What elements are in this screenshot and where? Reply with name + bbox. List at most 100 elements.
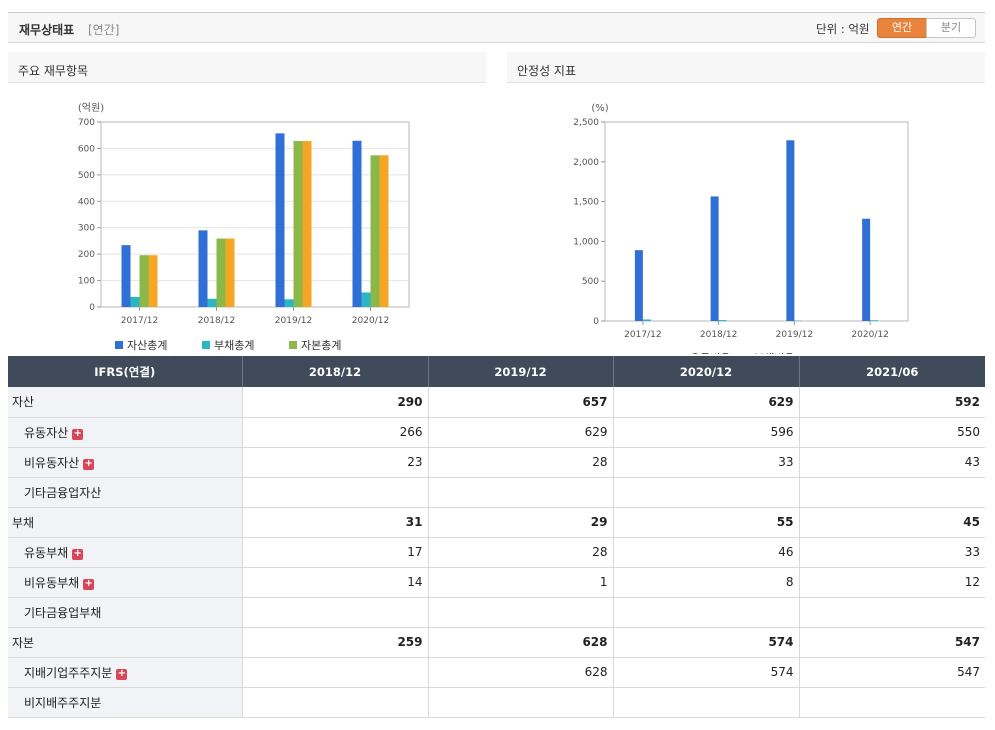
y-tick-label: 0 <box>593 317 599 327</box>
value-cell: 550 <box>798 417 985 448</box>
bar-부채총계-2018/12 <box>207 298 217 307</box>
bar-유동비율-2017/12 <box>634 250 643 321</box>
annual-button[interactable]: 연간 <box>877 18 927 38</box>
bar-지배주주지분-2020/12 <box>379 155 389 307</box>
y-tick-label: 200 <box>78 250 95 260</box>
bar-부채총계-2019/12 <box>284 299 294 307</box>
unit-label: 단위 : 억원 <box>816 22 870 36</box>
y-tick-label: 0 <box>89 303 95 313</box>
bar-유동비율-2019/12 <box>786 140 795 321</box>
value-cell <box>798 477 985 508</box>
table-row: 비유동자산 +23 28 33 43 <box>8 447 985 478</box>
value-cell: 12 <box>798 567 985 598</box>
stability-header: 안정성 지표 <box>507 52 985 83</box>
row-label-cell: 자본 <box>8 627 242 658</box>
bar-지배주주지분-2017/12 <box>148 255 158 307</box>
value-cell: 574 <box>612 657 799 688</box>
value-cell: 592 <box>798 387 985 418</box>
value-cell <box>798 687 985 718</box>
table-row: 기타금융업자산 <box>8 477 985 508</box>
bar-부채비율-2018/12 <box>718 320 727 321</box>
bar-지배주주지분-2019/12 <box>302 141 312 307</box>
y-tick-label: 1,500 <box>573 198 599 208</box>
expand-plus-icon[interactable]: + <box>116 667 128 680</box>
expand-plus-icon[interactable]: + <box>72 427 84 440</box>
table-row: 자본 259 628 574 547 <box>8 627 985 658</box>
value-cell: 43 <box>798 447 985 478</box>
corner-header: IFRS(연결) <box>8 356 242 387</box>
value-cell <box>427 687 613 718</box>
row-label-cell[interactable]: 비유동자산 + <box>8 447 242 478</box>
value-cell: 46 <box>612 537 799 568</box>
value-cell: 14 <box>241 567 428 598</box>
value-cell <box>241 687 428 718</box>
row-label-cell: 부채 <box>8 507 242 538</box>
table-row: 유동부채 +17 28 46 33 <box>8 537 985 568</box>
value-cell: 55 <box>612 507 799 538</box>
row-label: 비유동자산 <box>24 455 80 470</box>
value-cell: 31 <box>241 507 428 538</box>
statement-header: 재무상태표 [연간] 단위 : 억원 연간 분기 <box>8 12 985 43</box>
value-cell: 29 <box>427 507 613 538</box>
row-label-cell: 기타금융업자산 <box>8 477 242 508</box>
x-tick-label: 2017/12 <box>624 330 661 340</box>
table-row: 부채 31 29 55 45 <box>8 507 985 538</box>
legend-label: 자본총계 <box>301 339 341 352</box>
row-label: 부채 <box>12 515 35 530</box>
bar-자산총계-2018/12 <box>198 230 208 307</box>
value-cell: 33 <box>798 537 985 568</box>
x-tick-label: 2020/12 <box>352 316 389 326</box>
value-cell <box>612 477 799 508</box>
expand-plus-icon[interactable]: + <box>83 457 95 470</box>
row-label-cell[interactable]: 유동부채 + <box>8 537 242 568</box>
value-cell: 17 <box>241 537 428 568</box>
legend-label: 자산총계 <box>127 339 167 352</box>
value-cell <box>241 477 428 508</box>
y-tick-label: 700 <box>78 118 95 128</box>
y-tick-label: 300 <box>78 224 95 234</box>
value-cell: 290 <box>241 387 428 418</box>
row-label-cell[interactable]: 비유동부채 + <box>8 567 242 598</box>
bar-유동비율-2018/12 <box>710 196 719 321</box>
bar-지배주주지분-2018/12 <box>225 238 235 307</box>
page-title: 재무상태표 <box>19 23 75 37</box>
legend-swatch <box>289 341 297 349</box>
key-items-chart: (억원) 0 100 200 300 400 500 600 700 2017/12 2018/12… <box>78 102 410 354</box>
row-label-cell[interactable]: 유동자산 + <box>8 417 242 448</box>
row-label-cell[interactable]: 지배기업주주지분 + <box>8 657 242 688</box>
balance-sheet-table: IFRS(연결) 2018/12 2019/12 2020/12 2021/06… <box>8 356 985 718</box>
unit-label: (%) <box>591 103 608 114</box>
table-row: 유동자산 +266 629 596 550 <box>8 417 985 448</box>
stability-title: 안정성 지표 <box>517 64 577 78</box>
value-cell <box>241 597 428 628</box>
x-tick-label: 2019/12 <box>776 330 813 340</box>
legend-swatch <box>202 341 210 349</box>
quarter-button[interactable]: 분기 <box>926 18 976 38</box>
table-row: 자산 290 657 629 592 <box>8 387 985 418</box>
legend-label: 지배주주지분 <box>127 353 188 354</box>
value-cell: 574 <box>612 627 799 658</box>
expand-plus-icon[interactable]: + <box>72 547 84 560</box>
legend-label: 유동비율 <box>690 352 730 354</box>
value-cell <box>241 657 428 688</box>
expand-plus-icon[interactable]: + <box>83 577 95 590</box>
value-cell: 547 <box>798 627 985 658</box>
table-row: 비유동부채 +14 1 8 12 <box>8 567 985 598</box>
value-cell: 33 <box>612 447 799 478</box>
x-tick-label: 2018/12 <box>700 330 737 340</box>
value-cell: 28 <box>427 537 613 568</box>
y-tick-label: 1,000 <box>573 237 599 247</box>
column-header: 2020/12 <box>612 356 799 387</box>
key-items-header: 주요 재무항목 <box>8 52 486 83</box>
row-label: 유동부채 <box>24 545 69 560</box>
y-tick-label: 100 <box>78 277 95 287</box>
x-tick-label: 2019/12 <box>275 316 312 326</box>
value-cell: 1 <box>427 567 613 598</box>
y-tick-label: 500 <box>78 171 95 181</box>
period-tag: [연간] <box>88 23 120 37</box>
value-cell: 629 <box>427 417 613 448</box>
value-cell: 45 <box>798 507 985 538</box>
y-tick-label: 2,500 <box>573 118 599 128</box>
unit-label: (억원) <box>78 102 104 114</box>
x-tick-label: 2018/12 <box>198 316 235 326</box>
